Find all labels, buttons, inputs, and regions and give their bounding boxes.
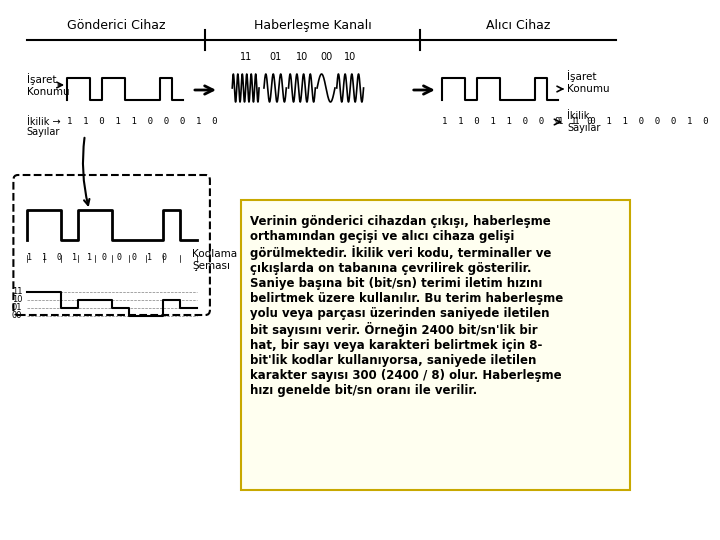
Text: İşaret
Konumu: İşaret Konumu bbox=[567, 70, 610, 94]
Text: 01: 01 bbox=[12, 303, 22, 313]
FancyBboxPatch shape bbox=[14, 175, 210, 315]
Text: 1  1  0  1  1  0  0  0  1  0: 1 1 0 1 1 0 0 0 1 0 bbox=[67, 118, 217, 126]
FancyBboxPatch shape bbox=[241, 200, 630, 490]
Text: 01: 01 bbox=[269, 52, 282, 62]
Text: Kodlama
Şeması: Kodlama Şeması bbox=[192, 249, 237, 271]
Text: Alıcı Cihaz: Alıcı Cihaz bbox=[486, 19, 550, 32]
Text: 10: 10 bbox=[344, 52, 356, 62]
Text: 00: 00 bbox=[320, 52, 332, 62]
Text: 11: 11 bbox=[12, 287, 22, 296]
Text: 10: 10 bbox=[12, 295, 22, 305]
Text: 00: 00 bbox=[12, 312, 22, 321]
Text: İşaret
Konumu: İşaret Konumu bbox=[27, 73, 69, 97]
Text: 1  1  0  1  1  0  0  0  1  0: 1 1 0 1 1 0 0 0 1 0 bbox=[558, 118, 708, 126]
Text: 1  1  0  1  1  0  0  0  1  0: 1 1 0 1 1 0 0 0 1 0 bbox=[27, 253, 167, 262]
Text: 10: 10 bbox=[296, 52, 308, 62]
Text: İkilik →: İkilik → bbox=[27, 117, 60, 127]
Text: Gönderici Cihaz: Gönderici Cihaz bbox=[67, 19, 166, 32]
Text: 1  1  0  1  1  0  0  0  1  0: 1 1 0 1 1 0 0 0 1 0 bbox=[442, 118, 593, 126]
Text: Verinin gönderici cihazdan çıkışı, haberleşme
orthamından geçişi ve alıcı cihaza: Verinin gönderici cihazdan çıkışı, haber… bbox=[250, 215, 563, 397]
Text: 11: 11 bbox=[240, 52, 252, 62]
Text: Sayılar: Sayılar bbox=[27, 127, 60, 137]
Text: Haberleşme Kanalı: Haberleşme Kanalı bbox=[253, 19, 372, 32]
Text: İkilik
Sayılar: İkilik Sayılar bbox=[567, 111, 600, 133]
